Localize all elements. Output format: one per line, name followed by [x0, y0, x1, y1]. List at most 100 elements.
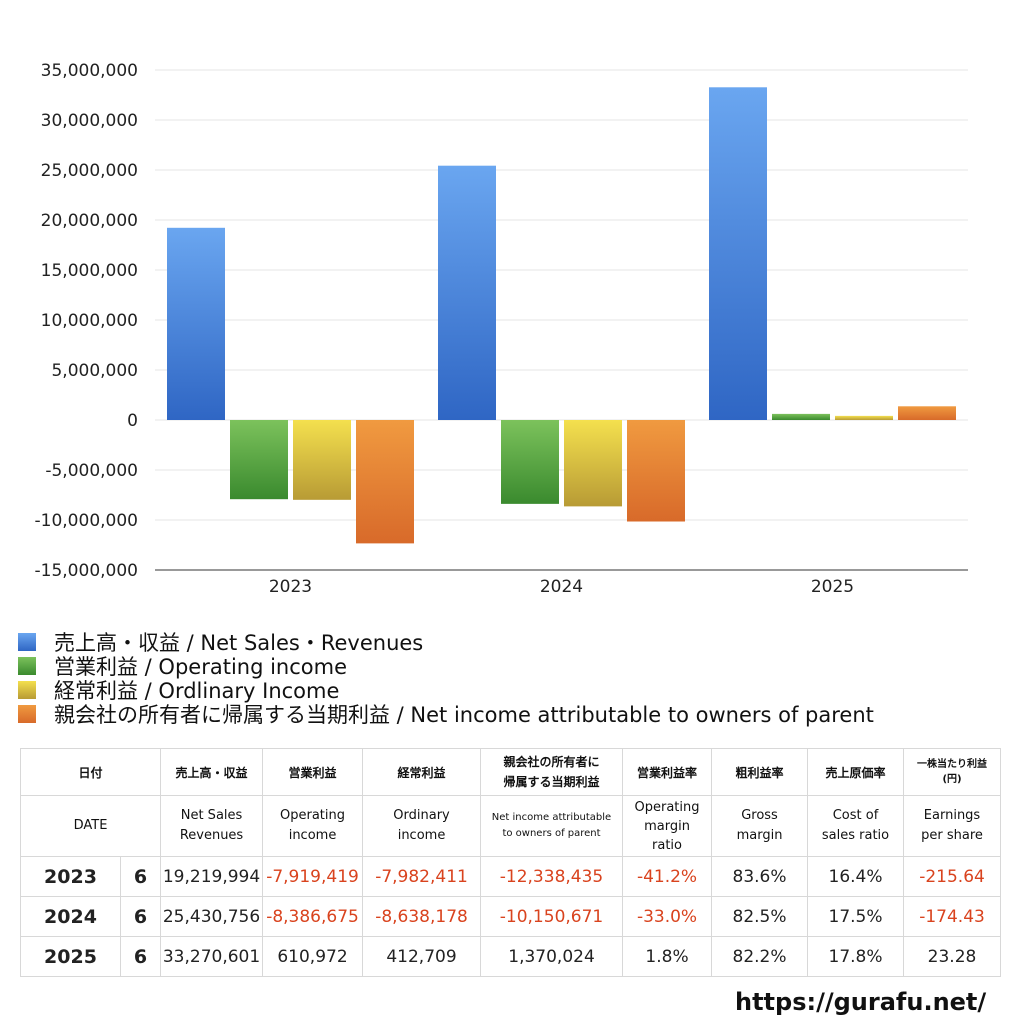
header-op-margin-en-line1: Operating: [634, 799, 700, 815]
header-date-ja: 日付: [19, 748, 162, 796]
y-tick-label: -15,000,000: [35, 561, 138, 581]
header-gross-margin-en-line2: margin: [736, 828, 783, 843]
cell-ordinary: -7,982,411: [362, 856, 482, 897]
header-ordinary-ja: 経常利益: [362, 748, 482, 796]
bar-2024-series-1: [438, 165, 496, 420]
x-tick-label: 2024: [540, 577, 583, 597]
header-eps-ja-line1: 一株当たり利益: [917, 759, 988, 770]
y-tick-label: -5,000,000: [45, 461, 138, 481]
table-header-en: DATE Net Sales Revenues Operating income…: [19, 795, 1002, 857]
cell-cost-ratio: 16.4%: [807, 856, 905, 897]
header-operating-ja: 営業利益: [262, 748, 364, 796]
cell-ordinary: 412,709: [362, 936, 482, 977]
header-gross-margin-en: Gross margin: [711, 795, 809, 857]
header-date-en: DATE: [19, 795, 162, 857]
cell-year: 2025: [20, 936, 121, 977]
cell-eps: -174.43: [903, 896, 1002, 937]
bar-2024-series-2: [501, 420, 559, 504]
cell-sales: 33,270,601: [160, 936, 264, 977]
cell-sales: 19,219,994: [160, 856, 264, 897]
y-tick-label: -10,000,000: [35, 511, 138, 531]
legend-swatch-net-income: [18, 705, 36, 723]
header-cost-ratio-ja: 売上原価率: [807, 748, 905, 796]
cell-month: 6: [119, 856, 162, 897]
cell-operating: -8,386,675: [262, 896, 364, 937]
bar-2024-series-3: [564, 420, 622, 507]
bar-2025-series-2: [772, 413, 830, 420]
header-ordinary-en: Ordinary income: [362, 795, 482, 857]
table-row: 2024 6 25,430,756 -8,386,675 -8,638,178 …: [20, 896, 1002, 937]
cell-year: 2023: [20, 856, 121, 897]
header-sales-en: Net Sales Revenues: [160, 795, 264, 857]
y-tick-label: 20,000,000: [41, 211, 138, 231]
header-net-income-en: Net income attributable to owners of par…: [480, 795, 624, 857]
bar-2023-series-3: [293, 420, 351, 500]
legend-label-operating: 営業利益 / Operating income: [54, 655, 348, 679]
header-cost-ratio-en: Cost of sales ratio: [807, 795, 905, 857]
cell-eps: 23.28: [903, 936, 1002, 977]
table-row: 2025 6 33,270,601 610,972 412,709 1,370,…: [20, 936, 1002, 977]
cell-net-income: -12,338,435: [480, 856, 624, 897]
header-eps-ja: 一株当たり利益 (円): [903, 748, 1002, 796]
header-cost-ratio-en-line1: Cost of: [832, 808, 879, 823]
header-cost-ratio-en-line2: sales ratio: [821, 828, 890, 843]
table-header-ja: 日付 売上高・収益 営業利益 経常利益 親会社の所有者に 帰属する当期利益 営業…: [19, 748, 1002, 796]
cell-operating: 610,972: [262, 936, 364, 977]
bar-2025-series-3: [835, 415, 893, 420]
chart-legend: 売上高・収益 / Net Sales・Revenues 営業利益 / Opera…: [18, 630, 1018, 727]
y-tick-label: 35,000,000: [41, 61, 138, 81]
bar-2023-series-2: [230, 420, 288, 500]
y-tick-label: 15,000,000: [41, 261, 138, 281]
y-tick-label: 0: [127, 411, 138, 431]
cell-month: 6: [119, 896, 162, 937]
header-ordinary-en-line2: income: [397, 828, 446, 843]
header-operating-en-line1: Operating: [280, 808, 346, 823]
y-tick-label: 25,000,000: [41, 161, 138, 181]
header-net-income-ja: 親会社の所有者に 帰属する当期利益: [480, 748, 624, 796]
header-eps-en: Earnings per share: [903, 795, 1002, 857]
legend-item-sales: 売上高・収益 / Net Sales・Revenues: [18, 630, 1018, 655]
cell-gross-margin: 82.5%: [711, 896, 809, 937]
cell-net-income: -10,150,671: [480, 896, 624, 937]
header-op-margin-ja: 営業利益率: [622, 748, 713, 796]
header-net-income-en-line2: to owners of parent: [502, 828, 601, 839]
cell-ordinary: -8,638,178: [362, 896, 482, 937]
table-row: 2023 6 19,219,994 -7,919,419 -7,982,411 …: [20, 856, 1002, 897]
x-tick-label: 2025: [811, 577, 854, 597]
financial-table: 日付 売上高・収益 営業利益 経常利益 親会社の所有者に 帰属する当期利益 営業…: [19, 748, 1002, 977]
header-sales-en-line1: Net Sales: [180, 808, 243, 823]
header-gross-margin-en-line1: Gross: [741, 808, 778, 823]
header-op-margin-en-line2: margin: [644, 818, 690, 834]
x-tick-label: 2023: [269, 577, 312, 597]
cell-op-margin: -33.0%: [622, 896, 713, 937]
legend-swatch-operating: [18, 657, 36, 675]
header-operating-en: Operating income: [262, 795, 364, 857]
header-net-income-en-line1: Net income attributable: [491, 812, 612, 823]
y-tick-label: 10,000,000: [41, 311, 138, 331]
cell-sales: 25,430,756: [160, 896, 264, 937]
cell-cost-ratio: 17.8%: [807, 936, 905, 977]
header-operating-en-line2: income: [288, 828, 337, 843]
bar-chart: 35,000,000 30,000,000 25,000,000 20,000,000…: [35, 61, 968, 597]
cell-gross-margin: 83.6%: [711, 856, 809, 897]
legend-item-operating: 営業利益 / Operating income: [18, 654, 1018, 679]
cell-month: 6: [119, 936, 162, 977]
bar-2023-series-1: [167, 227, 225, 420]
legend-label-sales: 売上高・収益 / Net Sales・Revenues: [54, 631, 424, 655]
legend-swatch-sales: [18, 633, 36, 651]
legend-item-net-income: 親会社の所有者に帰属する当期利益 / Net income attributab…: [18, 702, 1018, 727]
legend-label-ordinary: 経常利益 / Ordlinary Income: [54, 679, 340, 703]
legend-item-ordinary: 経常利益 / Ordlinary Income: [18, 678, 1018, 703]
header-op-margin-en: Operating margin ratio: [622, 795, 713, 857]
cell-op-margin: -41.2%: [622, 856, 713, 897]
cell-eps: -215.64: [903, 856, 1002, 897]
header-gross-margin-ja: 粗利益率: [711, 748, 809, 796]
cell-op-margin: 1.8%: [622, 936, 713, 977]
header-net-income-ja-line1: 親会社の所有者に: [503, 755, 600, 769]
y-tick-label: 5,000,000: [51, 361, 138, 381]
header-eps-en-line2: per share: [921, 828, 983, 843]
header-net-income-ja-line2: 帰属する当期利益: [503, 775, 600, 789]
header-eps-en-line1: Earnings: [923, 808, 981, 823]
bar-2024-series-4: [627, 420, 685, 522]
header-op-margin-en-line3: ratio: [652, 837, 682, 853]
